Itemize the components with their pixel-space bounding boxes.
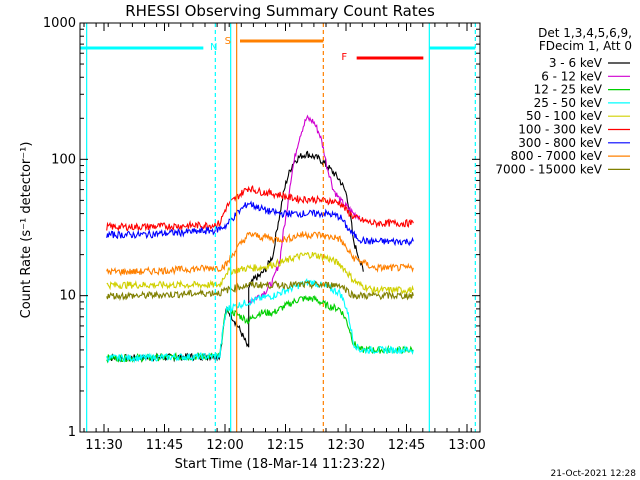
legend-label: 12 - 25 keV <box>534 83 603 97</box>
y-tick-label: 1 <box>68 425 76 440</box>
y-tick-label: 10 <box>59 289 76 304</box>
legend-label: 800 - 7000 keV <box>511 149 603 163</box>
marker-label-f: F <box>341 52 347 63</box>
plot-lines: NS F <box>80 23 476 432</box>
x-axis-label: Start Time (18-Mar-14 11:23:22) <box>175 457 386 472</box>
y-tick-label: 1000 <box>43 16 76 31</box>
series-line-3 <box>106 278 414 364</box>
x-tick-label: 12:00 <box>206 438 243 453</box>
series-line-6 <box>106 200 414 247</box>
x-tick-label: 11:30 <box>85 438 122 453</box>
plot-frame <box>79 22 481 433</box>
series-line-1 <box>248 114 361 305</box>
y-tick-label: 100 <box>51 152 76 167</box>
y-axis-label: Count Rate (s⁻¹ detector⁻¹) <box>19 142 34 319</box>
x-tick-label: 12:45 <box>388 438 425 453</box>
legend-label: 50 - 100 keV <box>526 109 603 123</box>
chart-title: RHESSI Observing Summary Count Rates <box>125 2 435 20</box>
legend-header-line1: Det 1,3,4,5,6,9, <box>538 26 632 40</box>
series-line-0 <box>106 150 364 363</box>
series-line-5 <box>106 184 414 232</box>
x-tick-label: 11:45 <box>146 438 183 453</box>
x-tick-label: 12:15 <box>267 438 304 453</box>
legend-label: 25 - 50 keV <box>534 96 603 110</box>
series-line-4 <box>106 251 414 296</box>
series-line-2 <box>106 294 414 364</box>
plot-axes: 1 10 100 1000 11:30 11:45 12:00 12:15 12:30 12:45… <box>43 16 486 453</box>
legend-label: 100 - 300 keV <box>518 123 602 137</box>
legend-label: 6 - 12 keV <box>541 69 603 83</box>
legend-label: 300 - 800 keV <box>518 136 602 150</box>
legend-label: 3 - 6 keV <box>549 56 603 70</box>
timestamp: 21-Oct-2021 12:28 <box>551 469 637 479</box>
marker-label-s: S <box>225 36 231 47</box>
series-line-8 <box>106 279 414 302</box>
x-tick-label: 12:30 <box>327 438 364 453</box>
series-line-7 <box>106 230 414 277</box>
legend-label: 7000 - 15000 keV <box>495 162 602 176</box>
marker-label-n: N <box>210 42 217 53</box>
x-tick-label: 13:00 <box>448 438 485 453</box>
legend-header-line2: FDecim 1, Att 0 <box>539 39 632 53</box>
